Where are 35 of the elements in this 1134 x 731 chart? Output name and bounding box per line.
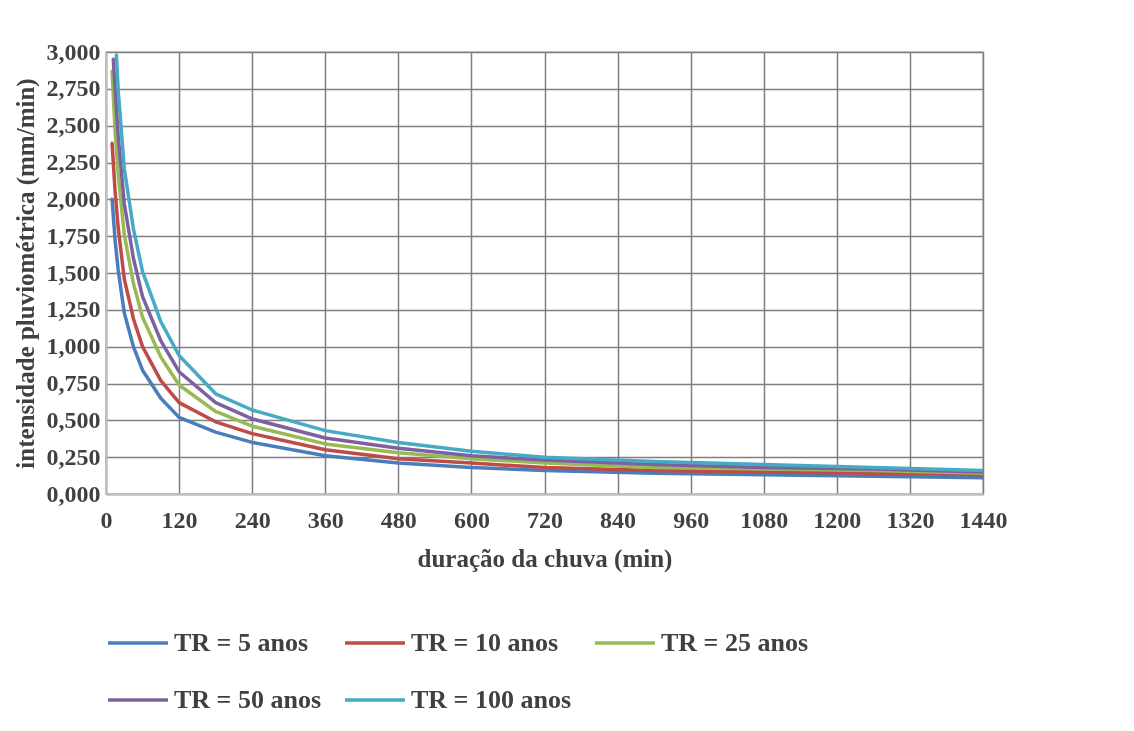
y-tick-label: 1,500 — [46, 259, 101, 286]
x-tick-label: 720 — [527, 506, 563, 533]
y-tick-label: 2,500 — [46, 112, 101, 139]
x-axis-title: duração da chuva (min) — [417, 544, 673, 573]
y-tick-label: 1,000 — [46, 333, 101, 360]
x-tick-label: 120 — [161, 506, 198, 533]
x-tick-label: 1440 — [959, 506, 1008, 533]
y-tick-label: 0,250 — [46, 443, 101, 470]
y-axis-title: intensidade pluviométrica (mm/min) — [11, 78, 40, 469]
x-tick-label: 840 — [600, 506, 637, 533]
y-tick-label: 0,750 — [46, 370, 101, 396]
y-tick-label: 1,250 — [46, 296, 101, 323]
y-tick-label: 3,000 — [46, 38, 101, 65]
y-tick-label: 0,000 — [46, 480, 101, 507]
legend-label: TR = 100 anos — [411, 685, 572, 714]
legend-label: TR = 50 anos — [174, 685, 322, 714]
x-tick-label: 480 — [380, 506, 417, 533]
x-tick-label: 960 — [673, 506, 710, 533]
line-series — [110, 141, 983, 477]
y-tick-label: 2,000 — [46, 185, 101, 212]
x-tick-label: 1320 — [886, 506, 935, 533]
x-tick-label: 360 — [307, 506, 344, 533]
y-tick-label: 2,750 — [46, 75, 101, 102]
x-tick-label: 1080 — [740, 506, 789, 533]
x-tick-label: 1200 — [813, 506, 862, 533]
y-tick-label: 2,250 — [46, 149, 101, 175]
x-tick-label: 240 — [234, 506, 271, 533]
x-tick-label: 600 — [453, 506, 490, 533]
line-series — [110, 197, 983, 480]
legend-label: TR = 5 anos — [174, 628, 309, 657]
legend-label: TR = 25 anos — [661, 628, 809, 657]
y-tick-label: 0,500 — [46, 406, 101, 433]
y-tick-label: 1,750 — [46, 222, 101, 249]
legend-label: TR = 10 anos — [411, 628, 559, 657]
x-tick-label: 0 — [100, 506, 113, 533]
